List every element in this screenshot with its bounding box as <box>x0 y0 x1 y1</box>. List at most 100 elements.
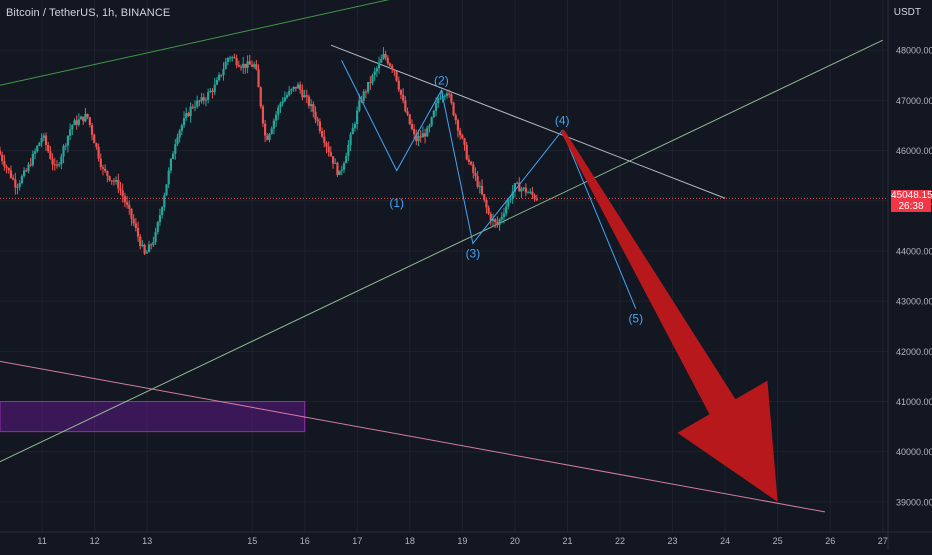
candle-body <box>509 198 512 200</box>
candle-body <box>257 69 260 88</box>
candle-body <box>224 61 227 70</box>
candle-body <box>171 153 175 159</box>
candle-body <box>169 158 173 171</box>
candle-body <box>334 162 337 164</box>
candle-body <box>189 106 192 116</box>
candle-body <box>283 97 286 102</box>
candle-body <box>406 111 409 115</box>
candle-body <box>1 154 4 161</box>
candle-body <box>526 192 530 194</box>
candle-body <box>320 131 324 137</box>
candle-body <box>130 208 133 219</box>
candle-body <box>220 74 223 76</box>
candle-body <box>513 183 517 192</box>
candle-body <box>347 144 350 157</box>
candle-body <box>487 207 490 214</box>
candle-body <box>154 232 157 242</box>
candle-body <box>511 191 514 199</box>
candle-body <box>434 103 438 111</box>
candle-body <box>452 102 455 116</box>
candle-body <box>491 219 495 221</box>
candle-body <box>250 64 254 67</box>
candle-body <box>77 119 80 125</box>
candle-body <box>417 136 420 142</box>
candle-body <box>423 133 427 137</box>
candle-body <box>314 111 317 120</box>
candle-body <box>235 58 238 66</box>
candle-body <box>25 170 28 172</box>
candle-body <box>117 180 120 189</box>
time-axis-tick-label: 17 <box>352 536 362 546</box>
candle-body <box>176 137 179 145</box>
candle-body <box>226 58 229 62</box>
price-axis-tick-label: 39000.00 <box>896 497 932 507</box>
candle-body <box>38 142 41 146</box>
candle-body <box>99 158 102 168</box>
candle-body <box>134 223 137 228</box>
candle-body <box>413 129 416 135</box>
candle-body <box>507 199 510 207</box>
candle-body <box>95 143 98 147</box>
candle-body <box>478 185 481 187</box>
candle-body <box>23 170 26 177</box>
forecast-arrow-layer <box>560 129 778 502</box>
candle-body <box>397 80 400 90</box>
candle-body <box>215 79 219 85</box>
candle-body <box>364 91 368 93</box>
trendline-layer <box>0 0 883 513</box>
candle-body <box>325 142 328 147</box>
candle-body <box>204 99 208 101</box>
candle-body <box>82 116 85 122</box>
time-axis-tick-label: 27 <box>878 536 888 546</box>
candle-body <box>163 195 166 208</box>
candle-body <box>16 186 19 188</box>
candle-body <box>485 199 488 208</box>
candle-body <box>430 117 433 126</box>
candle-body <box>233 57 236 59</box>
candle-body <box>483 194 486 200</box>
candle-body <box>253 64 256 67</box>
candle-body <box>476 176 479 187</box>
candle-body <box>432 110 435 118</box>
candle-body <box>93 134 96 144</box>
channel-lower-trendline <box>0 39 883 463</box>
candle-body <box>268 133 271 140</box>
candle-body <box>307 96 311 107</box>
candle-body <box>522 187 525 189</box>
candle-body <box>375 68 378 72</box>
candle-body <box>51 158 54 165</box>
candle-body <box>290 89 293 91</box>
candle-body <box>18 183 21 187</box>
currency-label[interactable]: USDT <box>890 6 924 19</box>
candle-body <box>119 188 122 191</box>
candle-body <box>272 120 275 129</box>
candle-body <box>459 130 462 136</box>
candle-body <box>356 110 359 125</box>
candle-body <box>353 124 357 129</box>
candle-body <box>426 127 429 137</box>
current-price-tag: 45048.15 <box>891 190 932 202</box>
candle-body <box>167 170 170 185</box>
candle-body <box>502 213 506 217</box>
support-long-trendline <box>0 360 826 513</box>
candle-body <box>342 163 346 170</box>
candle-body <box>496 222 499 225</box>
candle-body <box>69 129 72 136</box>
time-axis-tick-label: 11 <box>37 536 46 546</box>
candle-body <box>231 57 234 59</box>
candle-body <box>386 57 389 64</box>
candle-body <box>49 151 52 159</box>
candle-body <box>31 153 34 166</box>
candle-body <box>373 71 376 76</box>
candle-body <box>384 53 387 58</box>
candle-body <box>198 100 201 102</box>
candle-body <box>60 156 63 165</box>
candle-body <box>58 164 61 166</box>
candle-body <box>156 222 159 233</box>
candle-body <box>393 69 396 72</box>
candle-body <box>145 252 148 254</box>
candle-body <box>288 90 291 96</box>
price-axis-tick-label: 46000.00 <box>896 146 932 156</box>
